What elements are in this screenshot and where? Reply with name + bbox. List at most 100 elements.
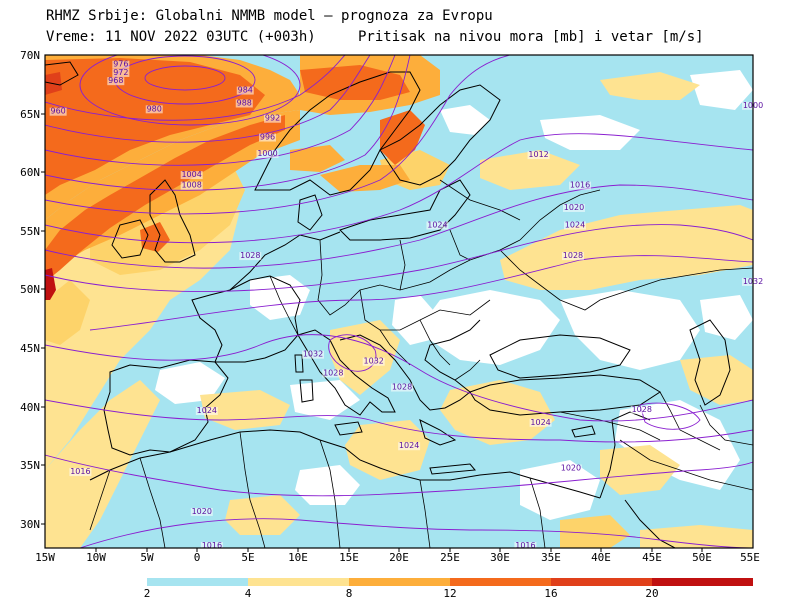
lon-label: 35E — [541, 551, 561, 564]
legend-label: 20 — [645, 587, 658, 600]
lat-label: 45N — [20, 342, 40, 355]
isobar-label: 1024 — [427, 221, 447, 230]
map-subtitle: Pritisak na nivou mora [mb] i vetar [m/s… — [358, 29, 704, 45]
isobar-label-bg — [107, 77, 125, 86]
isobar-label-bg — [49, 107, 67, 116]
isobar-label: 1008 — [181, 181, 201, 190]
isobar-label: 984 — [238, 86, 253, 95]
isobar-label-bg — [259, 133, 277, 142]
lon-label: 15W — [35, 551, 55, 564]
lon-label: 15E — [339, 551, 359, 564]
isobar-label: 1000 — [257, 149, 277, 158]
lon-label: 50E — [692, 551, 712, 564]
isobar-label: 1020 — [192, 507, 212, 516]
isobars — [45, 55, 753, 548]
isobar-label-bg — [180, 181, 203, 190]
isobar-label-bg — [630, 405, 653, 414]
isobar-label-bg — [362, 357, 385, 366]
lat-label: 55N — [20, 225, 40, 238]
isobar-label-bg — [112, 68, 130, 77]
isobar-label-bg — [190, 507, 213, 516]
isobar-label: 968 — [108, 76, 123, 85]
isobar-label-bg — [322, 369, 345, 378]
isobar-label-bg — [426, 221, 449, 230]
lon-label: 40E — [591, 551, 611, 564]
isobar-label: 1028 — [563, 251, 583, 260]
lon-label: 5E — [241, 551, 254, 564]
isobar-label-bg — [69, 468, 92, 477]
legend-label: 2 — [144, 587, 151, 600]
isobar-label: 1004 — [181, 170, 201, 179]
longitude-labels: 15W 10W 5W 0 5E 10E 15E 20E 25E 30E 35E … — [35, 551, 760, 564]
isobar-label: 1020 — [564, 203, 584, 212]
isobar-label-bg — [256, 149, 279, 158]
legend-label: 12 — [443, 587, 456, 600]
isobar-label-bg — [569, 181, 592, 190]
isobar-label-bg — [236, 86, 254, 95]
country-borders — [89, 179, 753, 548]
lat-label: 30N — [20, 518, 40, 531]
lat-label: 35N — [20, 459, 40, 472]
lat-label: 60N — [20, 166, 40, 179]
lon-label: 30E — [490, 551, 510, 564]
legend-swatch — [652, 578, 753, 586]
isobar-label: 1016 — [70, 467, 90, 476]
isobar-label-bg — [195, 407, 218, 416]
isobar-label: 1032 — [303, 350, 323, 359]
isobar-label-bg — [200, 542, 223, 550]
legend-label: 8 — [346, 587, 353, 600]
legend-label: 16 — [544, 587, 557, 600]
isobar-label-bg — [112, 60, 130, 69]
lat-label: 70N — [20, 49, 40, 62]
isobar-label-bg — [145, 105, 163, 114]
isobar-label-bg — [562, 203, 585, 212]
isobar-label: 976 — [113, 60, 128, 69]
isobar-label: 1020 — [561, 464, 581, 473]
isobar-label: 1012 — [528, 150, 548, 159]
isobar-label-bg — [563, 221, 586, 230]
isobar-label-bg — [398, 442, 421, 451]
isobar-label-bg — [527, 151, 550, 160]
isobar-label: 1024 — [530, 418, 550, 427]
lon-label: 20E — [389, 551, 409, 564]
isobar-label: 1028 — [632, 405, 652, 414]
isobar-label-bg — [391, 383, 414, 392]
isobar-label-bg — [235, 99, 253, 108]
isobar-label: 1016 — [570, 181, 590, 190]
isobar-label: 1032 — [364, 357, 384, 366]
lat-label: 40N — [20, 401, 40, 414]
lat-label: 65N — [20, 108, 40, 121]
isobar-label-bg — [514, 542, 537, 550]
forecast-time: Vreme: 11 NOV 2022 03UTC (+003h) — [46, 29, 316, 45]
isobar-label: 992 — [265, 114, 280, 123]
lon-label: 45E — [642, 551, 662, 564]
lat-label: 50N — [20, 283, 40, 296]
isobar-label: 1016 — [202, 541, 222, 550]
isobar-label-bg — [264, 114, 282, 123]
lon-label: 10W — [86, 551, 106, 564]
isobar-label-bg — [239, 252, 262, 261]
legend-swatch — [147, 578, 248, 586]
lon-label: 10E — [288, 551, 308, 564]
isobar-label: 1024 — [565, 221, 585, 230]
isobar-label: 996 — [260, 133, 275, 142]
lon-label: 0 — [194, 551, 201, 564]
legend-swatch — [551, 578, 652, 586]
isobar-label: 1028 — [323, 368, 343, 377]
legend-swatch — [349, 578, 450, 586]
isobar-label: 1024 — [197, 406, 217, 415]
isobar-label: 1016 — [515, 541, 535, 550]
isobar-label: 988 — [237, 98, 252, 107]
isobar-label: 960 — [51, 107, 66, 116]
isobar-label-bg — [561, 252, 584, 261]
lon-label: 5W — [140, 551, 154, 564]
map-title: RHMZ Srbije: Globalni NMMB model — progn… — [46, 8, 493, 24]
isobar-label-bg — [559, 464, 582, 473]
isobar-label-bg — [180, 171, 203, 180]
isobar-label-bg — [302, 350, 325, 359]
wind-speed-legend: 2 4 8 12 16 20 — [144, 578, 753, 600]
lon-label: 25E — [440, 551, 460, 564]
isobar-label-bg — [529, 418, 552, 427]
